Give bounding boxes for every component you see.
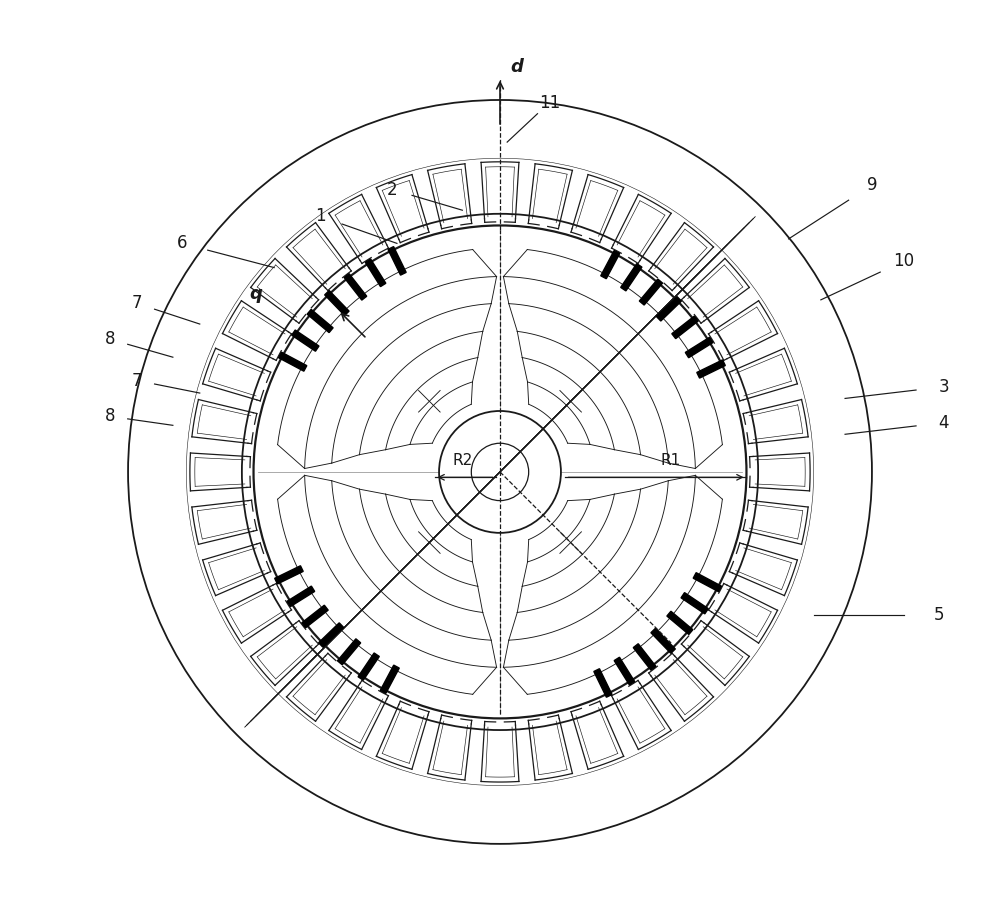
Text: R1: R1	[660, 453, 680, 469]
Polygon shape	[365, 259, 386, 287]
Polygon shape	[614, 657, 635, 685]
Text: 3: 3	[938, 378, 949, 396]
Polygon shape	[325, 291, 349, 315]
Text: 6: 6	[177, 234, 187, 252]
Polygon shape	[697, 360, 725, 378]
Polygon shape	[344, 273, 367, 301]
Polygon shape	[656, 297, 681, 321]
Text: 1: 1	[315, 208, 326, 225]
Polygon shape	[672, 316, 698, 339]
Polygon shape	[279, 352, 307, 371]
Polygon shape	[287, 586, 315, 607]
Text: d: d	[511, 58, 524, 75]
Text: 7: 7	[132, 371, 142, 390]
Polygon shape	[388, 247, 406, 275]
Polygon shape	[633, 644, 656, 670]
Text: 10: 10	[893, 252, 914, 271]
Polygon shape	[337, 639, 361, 665]
Polygon shape	[307, 310, 333, 332]
Text: 4: 4	[938, 414, 949, 431]
Polygon shape	[380, 666, 399, 694]
Text: 7: 7	[132, 294, 142, 312]
Polygon shape	[275, 566, 303, 584]
Polygon shape	[292, 330, 319, 351]
Polygon shape	[651, 628, 675, 654]
Text: 2: 2	[387, 181, 398, 199]
Polygon shape	[639, 279, 663, 305]
Text: 11: 11	[539, 94, 560, 112]
Polygon shape	[621, 263, 642, 291]
Polygon shape	[693, 573, 721, 592]
Text: 5: 5	[934, 607, 944, 625]
Polygon shape	[319, 623, 344, 647]
Text: 9: 9	[867, 176, 877, 194]
Text: R2: R2	[452, 453, 472, 469]
Text: 8: 8	[105, 331, 115, 349]
Polygon shape	[601, 251, 620, 279]
Polygon shape	[302, 606, 328, 627]
Polygon shape	[358, 653, 379, 680]
Polygon shape	[667, 611, 693, 635]
Polygon shape	[681, 593, 708, 614]
Text: q: q	[250, 285, 263, 303]
Text: 8: 8	[105, 408, 115, 425]
Polygon shape	[594, 668, 612, 697]
Polygon shape	[685, 337, 713, 358]
